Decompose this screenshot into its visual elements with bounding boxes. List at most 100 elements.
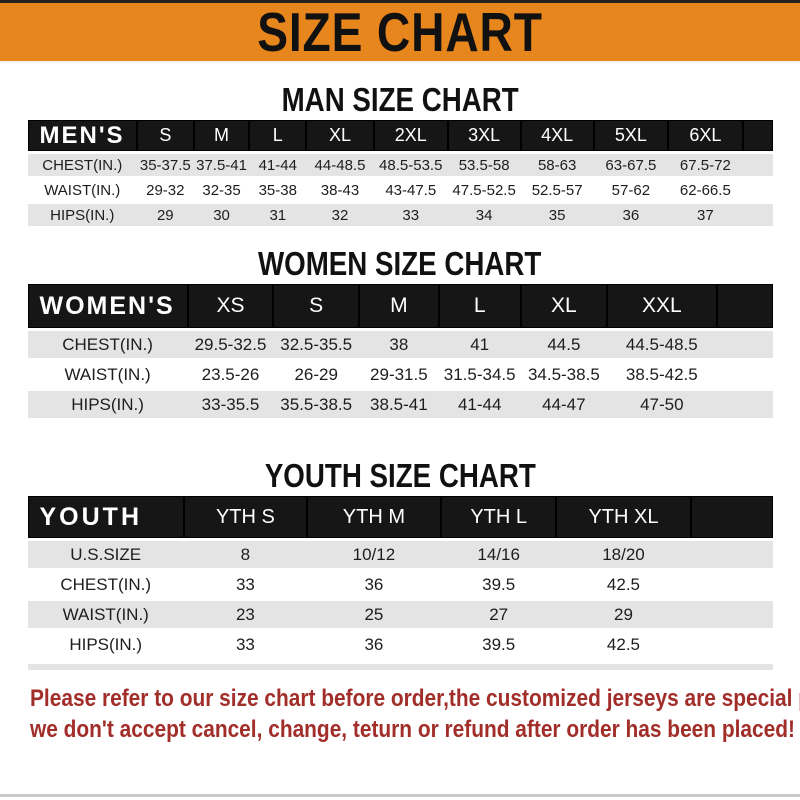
size-value-cell: 33 bbox=[373, 204, 448, 226]
size-value-cell: 57-62 bbox=[593, 179, 669, 201]
size-value-cell: 42.5 bbox=[556, 631, 691, 658]
youth-table-bottom-strip bbox=[27, 664, 773, 670]
size-value-cell: 53.5-58 bbox=[447, 154, 521, 176]
row-label: CHEST(IN.) bbox=[27, 154, 138, 176]
size-value-cell: 63-67.5 bbox=[593, 154, 669, 176]
women-header-row: WOMEN'S XS S M L XL XXL bbox=[27, 284, 773, 328]
spacer-cell bbox=[690, 631, 773, 658]
size-value-cell: 48.5-53.5 bbox=[373, 154, 448, 176]
size-value-cell: 29-32 bbox=[137, 179, 194, 201]
size-value-cell: 35 bbox=[520, 204, 594, 226]
size-value-cell: 36 bbox=[593, 204, 669, 226]
row-label: HIPS(IN.) bbox=[27, 204, 138, 226]
measurement-row: CHEST(IN.) 29.5-32.5 32.5-35.5 38 41 44.5 44.5… bbox=[27, 331, 773, 358]
row-label: CHEST(IN.) bbox=[27, 571, 184, 598]
size-column-header: M bbox=[359, 284, 439, 328]
size-column-header: S bbox=[137, 120, 194, 151]
measurement-row: CHEST(IN.) 35-37.5 37.5-41 41-44 44-48.5 48.5… bbox=[27, 154, 773, 176]
size-value-cell: 32-35 bbox=[193, 179, 250, 201]
spacer-cell bbox=[690, 571, 773, 598]
bottom-border-strip bbox=[0, 794, 800, 797]
youth-section-heading: YOUTH SIZE CHART bbox=[0, 459, 800, 493]
size-value-cell: 37.5-41 bbox=[193, 154, 250, 176]
size-value-cell: 43-47.5 bbox=[373, 179, 448, 201]
men-group-label: MEN'S bbox=[27, 120, 138, 151]
spacer-cell bbox=[742, 154, 773, 176]
size-value-cell: 33-35.5 bbox=[187, 391, 274, 418]
size-value-cell: 39.5 bbox=[440, 631, 557, 658]
size-value-cell: 67.5-72 bbox=[668, 154, 743, 176]
youth-group-label: YOUTH bbox=[27, 496, 184, 538]
man-size-chart-title: MAN SIZE CHART bbox=[281, 81, 519, 118]
women-size-chart-title: WOMEN SIZE CHART bbox=[258, 245, 542, 282]
man-section-heading: MAN SIZE CHART bbox=[0, 83, 800, 117]
size-value-cell: 33 bbox=[183, 571, 307, 598]
size-value-cell: 47-50 bbox=[607, 391, 717, 418]
size-value-cell: 34 bbox=[447, 204, 521, 226]
size-column-header: YTH M bbox=[306, 496, 441, 538]
size-value-cell: 44-48.5 bbox=[306, 154, 374, 176]
size-value-cell: 23 bbox=[183, 601, 307, 628]
size-value-cell: 62-66.5 bbox=[668, 179, 743, 201]
size-column-header: XL bbox=[306, 120, 374, 151]
size-value-cell: 14/16 bbox=[440, 541, 557, 568]
size-value-cell: 30 bbox=[193, 204, 250, 226]
size-column-header: YTH XL bbox=[556, 496, 691, 538]
row-label: HIPS(IN.) bbox=[27, 631, 184, 658]
size-value-cell: 44.5 bbox=[520, 331, 608, 358]
size-value-cell: 38 bbox=[359, 331, 439, 358]
size-value-cell: 32.5-35.5 bbox=[273, 331, 360, 358]
spacer-cell bbox=[716, 284, 773, 328]
size-value-cell: 31.5-34.5 bbox=[438, 361, 521, 388]
youth-size-chart-title: YOUTH SIZE CHART bbox=[264, 457, 536, 494]
size-value-cell: 42.5 bbox=[556, 571, 691, 598]
womens-size-table: WOMEN'S XS S M L XL XXL CHEST(IN.) 29.5-32.5 32.5… bbox=[27, 281, 773, 421]
men-header-row: MEN'S S M L XL 2XL 3XL 4XL 5XL 6XL bbox=[27, 120, 773, 151]
size-column-header: L bbox=[249, 120, 307, 151]
size-value-cell: 29 bbox=[556, 601, 691, 628]
size-value-cell: 31 bbox=[249, 204, 307, 226]
size-value-cell: 33 bbox=[183, 631, 307, 658]
size-value-cell: 27 bbox=[440, 601, 557, 628]
top-border-strip bbox=[0, 0, 800, 3]
size-chart-banner: SIZE CHART bbox=[0, 3, 800, 63]
spacer-cell bbox=[742, 120, 773, 151]
size-value-cell: 35-38 bbox=[249, 179, 307, 201]
spacer-cell bbox=[690, 496, 773, 538]
row-label: WAIST(IN.) bbox=[27, 601, 184, 628]
measurement-row: HIPS(IN.) 33 36 39.5 42.5 bbox=[27, 631, 773, 658]
measurement-row: CHEST(IN.) 33 36 39.5 42.5 bbox=[27, 571, 773, 598]
size-value-cell: 35-37.5 bbox=[137, 154, 194, 176]
size-column-header: L bbox=[438, 284, 521, 328]
size-column-header: XS bbox=[187, 284, 274, 328]
size-column-header: 6XL bbox=[668, 120, 743, 151]
size-value-cell: 18/20 bbox=[556, 541, 691, 568]
size-value-cell: 29-31.5 bbox=[359, 361, 439, 388]
size-value-cell: 26-29 bbox=[273, 361, 360, 388]
size-column-header: 3XL bbox=[447, 120, 521, 151]
size-value-cell: 52.5-57 bbox=[520, 179, 594, 201]
order-disclaimer: Please refer to our size chart before or… bbox=[0, 683, 800, 745]
size-value-cell: 38.5-42.5 bbox=[607, 361, 717, 388]
spacer-cell bbox=[716, 331, 773, 358]
size-value-cell: 38-43 bbox=[306, 179, 374, 201]
size-value-cell: 8 bbox=[183, 541, 307, 568]
size-column-header: XL bbox=[520, 284, 608, 328]
youth-header-row: YOUTH YTH S YTH M YTH L YTH XL bbox=[27, 496, 773, 538]
mens-size-table: MEN'S S M L XL 2XL 3XL 4XL 5XL 6XL CHEST(IN.) 35-37… bbox=[27, 117, 773, 229]
women-group-label: WOMEN'S bbox=[27, 284, 188, 328]
row-label: WAIST(IN.) bbox=[27, 179, 138, 201]
row-label: CHEST(IN.) bbox=[27, 331, 188, 358]
size-column-header: YTH L bbox=[440, 496, 557, 538]
banner-title: SIZE CHART bbox=[257, 0, 543, 63]
size-column-header: M bbox=[193, 120, 250, 151]
size-value-cell: 29.5-32.5 bbox=[187, 331, 274, 358]
size-value-cell: 44.5-48.5 bbox=[607, 331, 717, 358]
spacer-cell bbox=[690, 541, 773, 568]
measurement-row: WAIST(IN.) 23 25 27 29 bbox=[27, 601, 773, 628]
size-value-cell: 38.5-41 bbox=[359, 391, 439, 418]
row-label: HIPS(IN.) bbox=[27, 391, 188, 418]
size-value-cell: 41 bbox=[438, 331, 521, 358]
size-value-cell: 23.5-26 bbox=[187, 361, 274, 388]
youth-size-table: YOUTH YTH S YTH M YTH L YTH XL U.S.SIZE 8 10/12… bbox=[27, 493, 773, 661]
